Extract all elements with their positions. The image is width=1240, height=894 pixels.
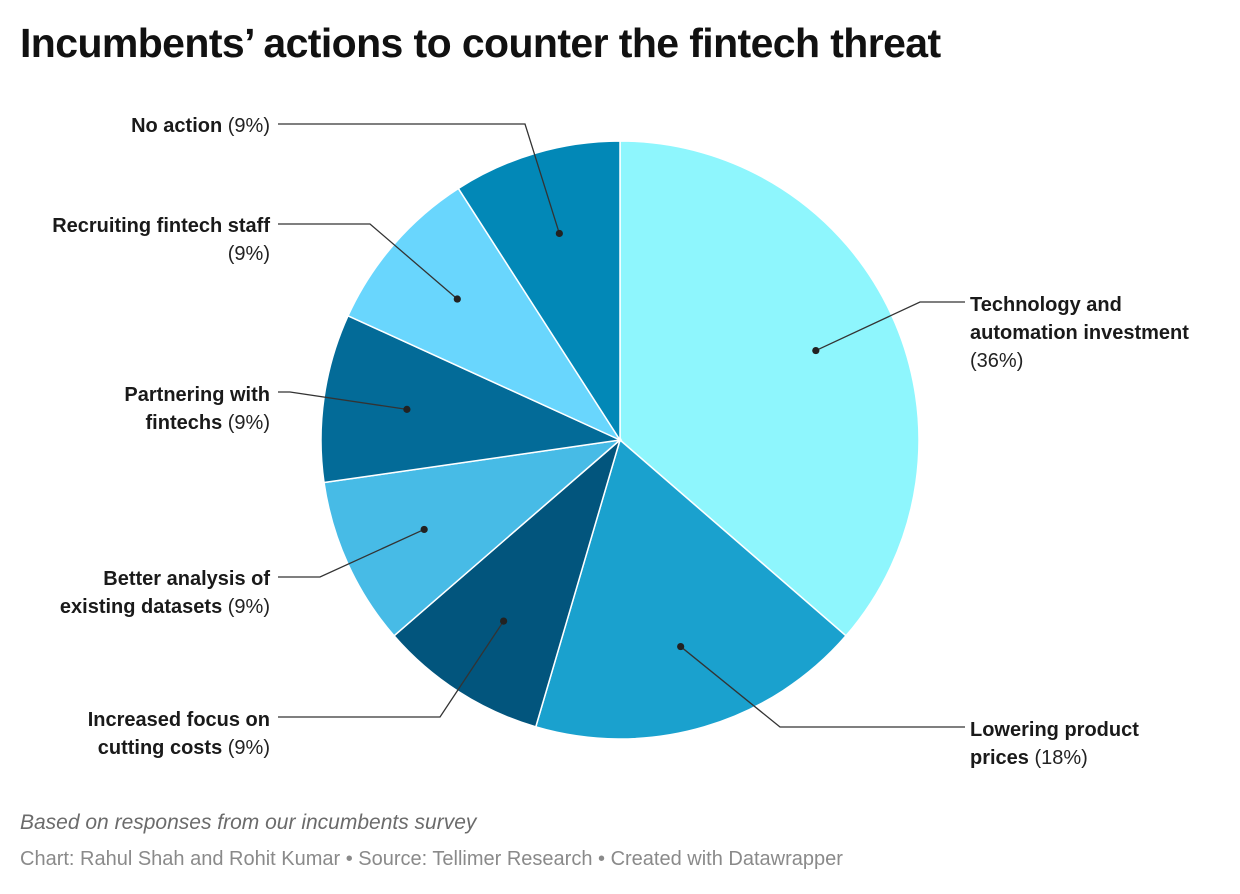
slice-label: Technology and automation investment (36%): [970, 294, 1189, 372]
leader-line: [815, 301, 965, 352]
slice-label-percent: (9%): [222, 412, 270, 434]
slice-label-name: existing datasets: [60, 596, 222, 618]
slice-label: Recruiting fintech staff (9%): [52, 215, 270, 265]
pie-slice-no-action: [457, 140, 621, 443]
slice-label-name: automation investment: [970, 322, 1189, 344]
leader-line: [680, 646, 965, 728]
slice-label-name: Better analysis of: [103, 568, 270, 590]
leader-line: [278, 528, 425, 578]
pie-slices: [320, 140, 920, 740]
slice-label-name: Recruiting fintech staff: [52, 215, 270, 237]
slice-labels: Technology and automation investment (36%)…: [52, 115, 1189, 769]
slice-label: Lowering product prices (18%): [970, 719, 1139, 769]
leader-line: [278, 620, 505, 718]
slice-label: Better analysis of existing datasets (9%): [60, 568, 270, 618]
slice-label-percent: (9%): [228, 243, 270, 265]
slice-label: Increased focus on cutting costs (9%): [88, 709, 270, 759]
slice-label: No action (9%): [131, 115, 270, 137]
leader-line: [278, 391, 408, 411]
slice-label-percent: (9%): [222, 737, 270, 759]
slice-label-percent: (9%): [222, 596, 270, 618]
chart-title: Incumbents’ actions to counter the finte…: [20, 20, 941, 66]
slice-label-name: cutting costs: [98, 737, 222, 759]
slice-label-percent: (36%): [970, 350, 1023, 372]
slice-label-name: Increased focus on: [88, 709, 270, 731]
leader-dot: [420, 525, 428, 534]
chart-credits: Chart: Rahul Shah and Rohit Kumar • Sour…: [20, 848, 843, 870]
pie-slice-technology-and-automation-investment: [619, 140, 920, 637]
slice-label-percent: (18%): [1029, 747, 1088, 769]
leader-dot: [812, 346, 820, 355]
slice-label: Partnering with fintechs (9%): [124, 384, 270, 434]
slice-label-name: No action: [131, 115, 222, 137]
slice-label-percent: (9%): [222, 115, 270, 137]
leader-dot: [500, 617, 508, 625]
leader-dot: [403, 405, 411, 413]
slice-label-name: Partnering with: [124, 384, 270, 406]
leader-line: [278, 223, 458, 300]
slice-label-name: fintechs: [146, 412, 223, 434]
leader-dot: [453, 295, 461, 303]
chart-footnote: Based on responses from our incumbents s…: [20, 811, 477, 834]
slice-label-name: Technology and: [970, 294, 1122, 316]
pie-slice-lowering-product-prices: [534, 438, 848, 740]
leader-line: [278, 123, 560, 234]
leader-dot: [677, 642, 685, 651]
slice-label-name: prices: [970, 747, 1029, 769]
leader-lines: [278, 123, 965, 728]
slice-label-name: Lowering product: [970, 719, 1139, 741]
pie-slice-increased-focus-on-cutting-costs: [392, 437, 622, 728]
leader-dot: [555, 229, 563, 238]
